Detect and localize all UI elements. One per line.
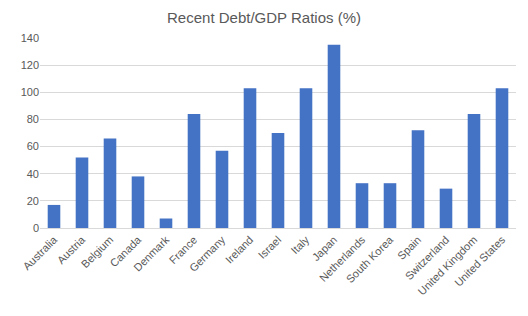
svg-text:Germany: Germany bbox=[187, 233, 228, 274]
svg-text:France: France bbox=[167, 234, 200, 267]
svg-text:Ireland: Ireland bbox=[223, 234, 255, 266]
svg-text:0: 0 bbox=[33, 222, 39, 234]
svg-text:Australia: Australia bbox=[21, 233, 60, 272]
svg-text:40: 40 bbox=[27, 168, 39, 180]
svg-text:Canada: Canada bbox=[108, 233, 144, 269]
svg-text:Israel: Israel bbox=[256, 234, 284, 262]
svg-text:Denmark: Denmark bbox=[131, 233, 171, 273]
svg-text:Italy: Italy bbox=[289, 233, 312, 256]
svg-text:Austria: Austria bbox=[55, 233, 88, 266]
svg-text:United Kingdom: United Kingdom bbox=[415, 234, 479, 298]
svg-text:100: 100 bbox=[21, 86, 39, 98]
svg-text:South Korea: South Korea bbox=[344, 233, 396, 285]
svg-text:120: 120 bbox=[21, 59, 39, 71]
svg-text:20: 20 bbox=[27, 195, 39, 207]
svg-text:80: 80 bbox=[27, 113, 39, 125]
svg-text:140: 140 bbox=[21, 32, 39, 44]
svg-text:Belgium: Belgium bbox=[79, 234, 116, 271]
svg-text:60: 60 bbox=[27, 140, 39, 152]
svg-text:Japan: Japan bbox=[310, 234, 340, 264]
svg-text:Switzerland: Switzerland bbox=[403, 234, 452, 283]
svg-text:United States: United States bbox=[452, 233, 508, 289]
svg-text:Spain: Spain bbox=[395, 234, 423, 262]
svg-text:Netherlands: Netherlands bbox=[317, 233, 368, 284]
svg-text:Recent Debt/GDP Ratios (%): Recent Debt/GDP Ratios (%) bbox=[167, 9, 361, 26]
